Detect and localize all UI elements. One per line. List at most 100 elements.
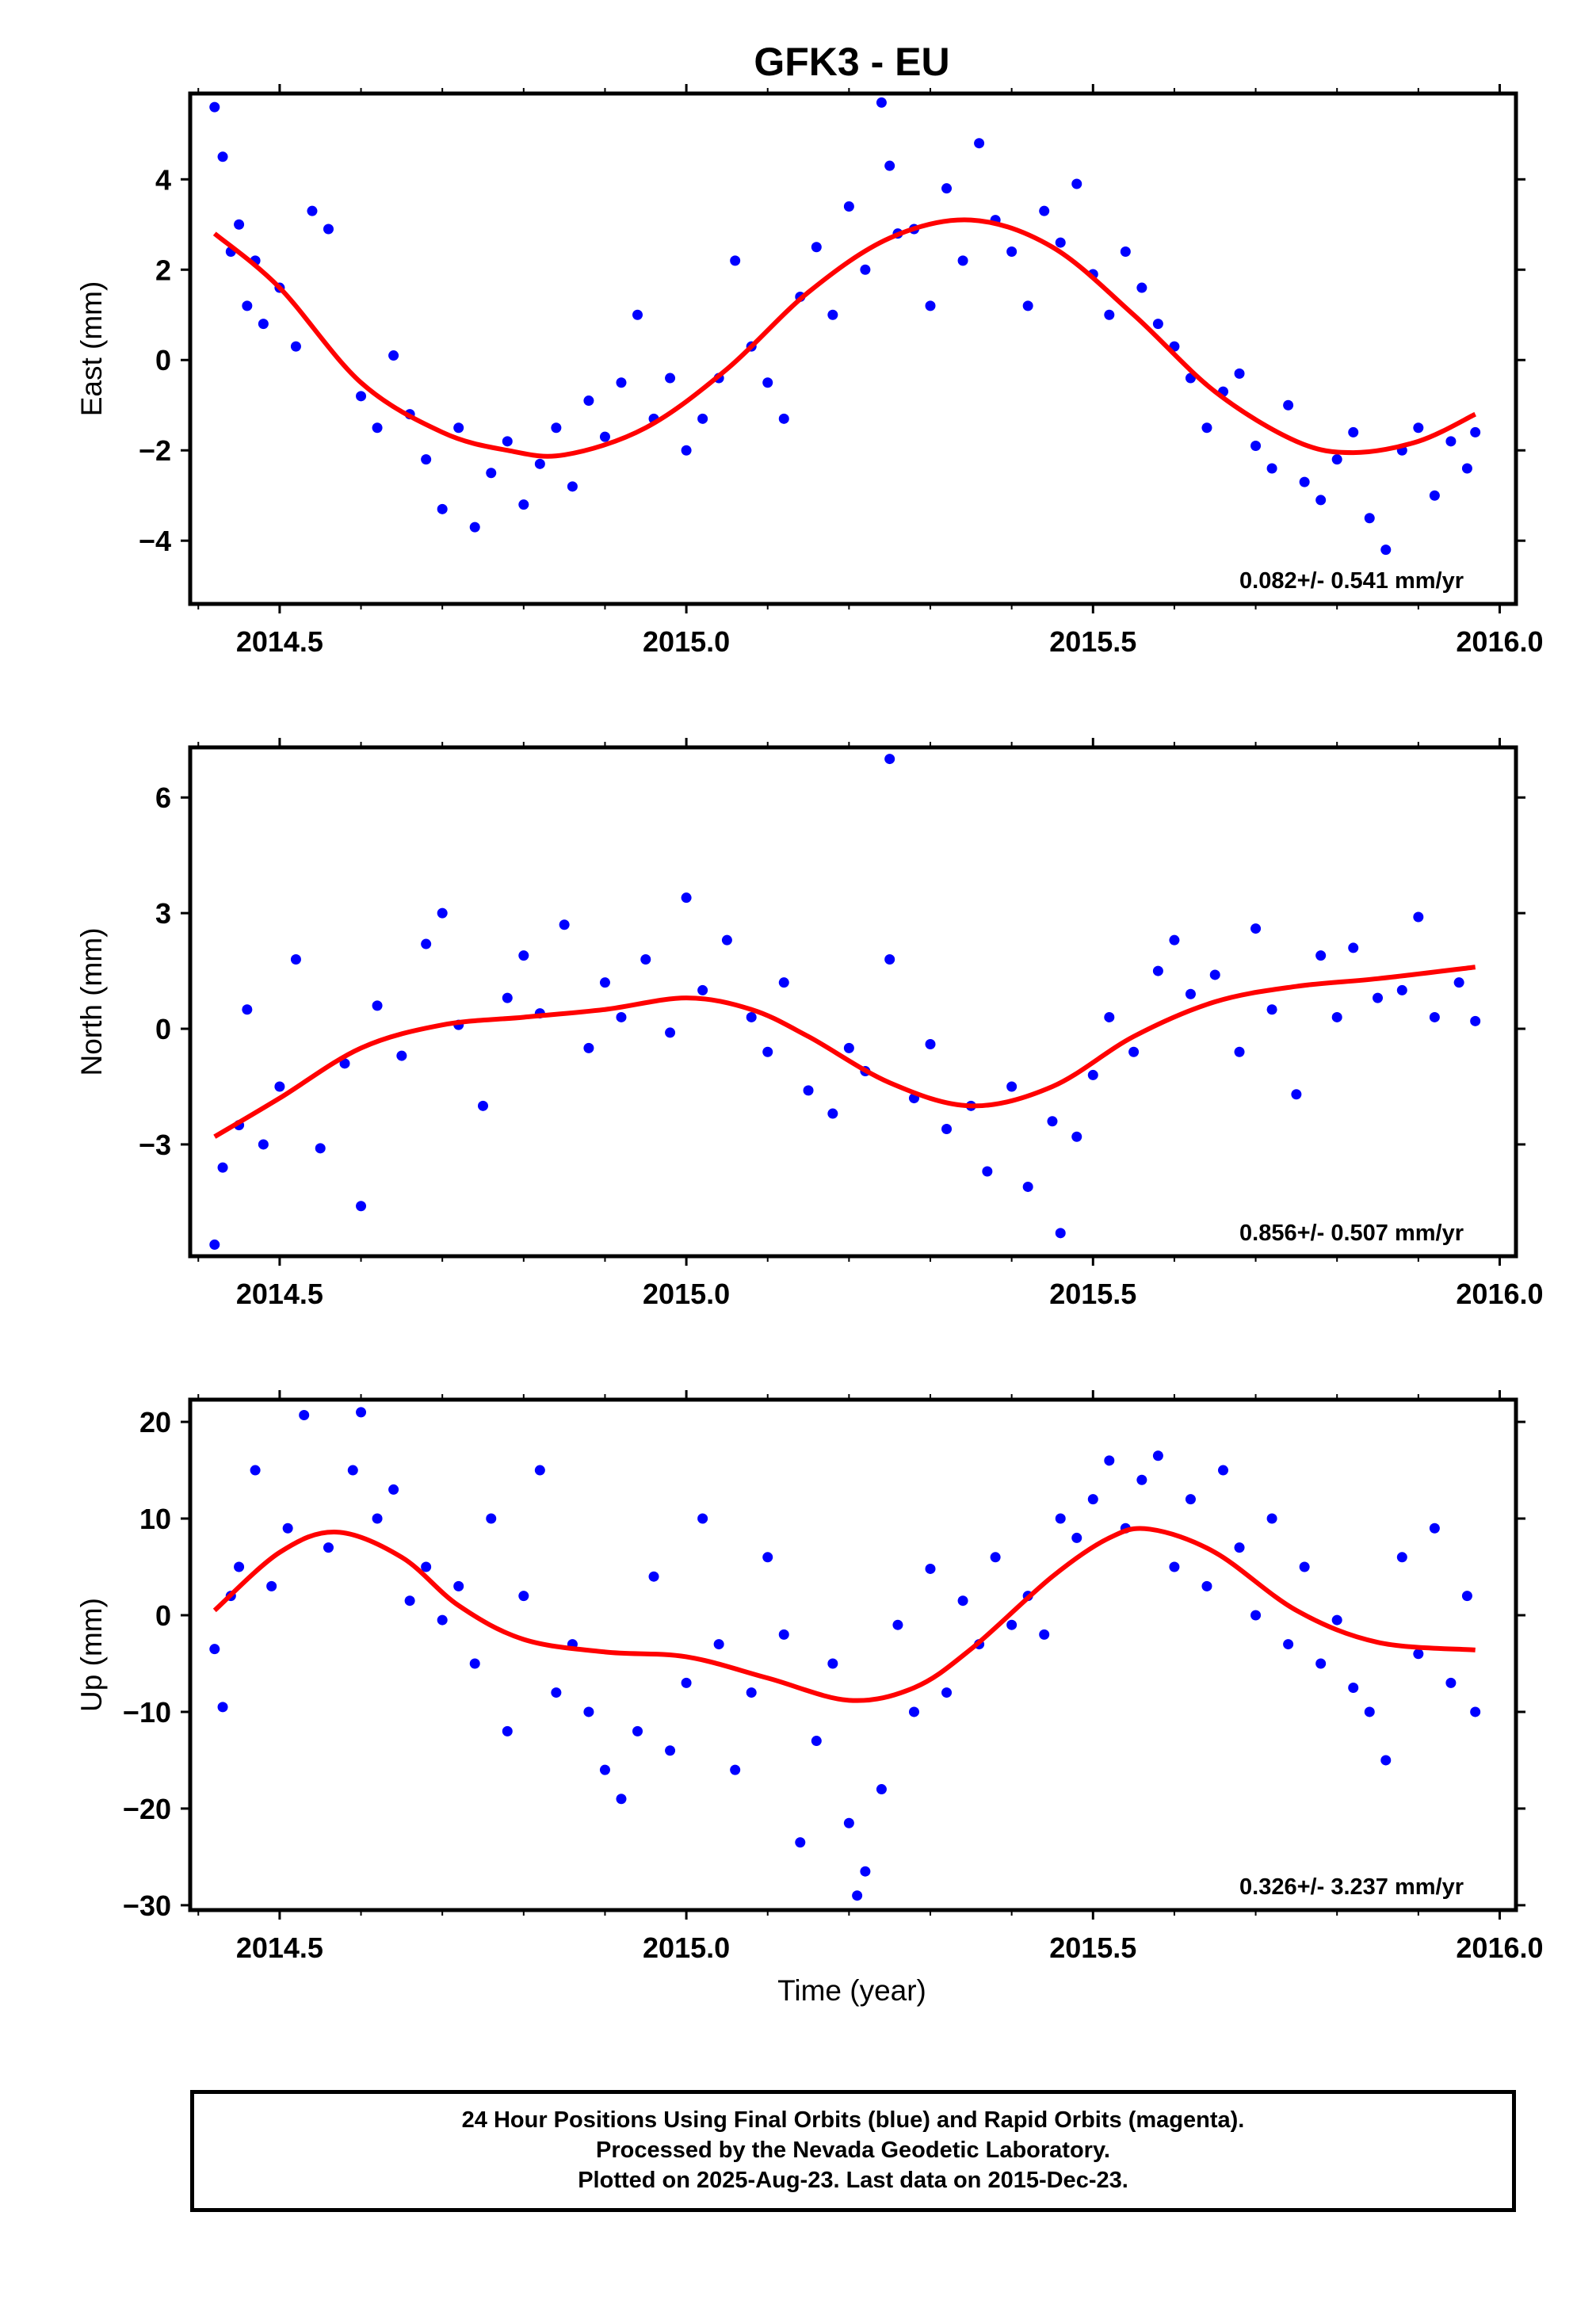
footer-line-1: 24 Hour Positions Using Final Orbits (bl… [461,2107,1245,2133]
data-point [884,754,895,765]
data-point [1071,1131,1082,1142]
rate-label: 0.856+/- 0.507 mm/yr [1239,1221,1464,1246]
data-point [372,1513,383,1524]
data-point [518,950,529,961]
data-point [559,919,570,930]
panel-3: 2014.5 2015.0 2015.5 2016.0 −30 −20 −10 0 10 20 Up… [75,1390,1544,1964]
data-point [551,1687,562,1698]
data-point [843,201,854,212]
data-point [258,1139,269,1150]
rate-label: 0.082+/- 0.541 mm/yr [1239,568,1464,594]
y-tick-label: −2 [139,434,171,467]
data-point [648,1571,659,1582]
data-point [876,97,887,108]
data-point [1413,1649,1424,1660]
data-point [1429,1523,1440,1534]
data-point [1299,1561,1310,1572]
data-point [632,1725,643,1736]
data-point [1104,1455,1115,1466]
data-point [616,1794,627,1805]
data-point [697,984,708,995]
data-point [778,1629,789,1640]
data-point [1470,1015,1481,1026]
data-point [1283,399,1294,411]
data-point [1445,1677,1457,1688]
plot-frame [188,91,1518,606]
data-point [1234,1046,1245,1057]
data-point [1266,1513,1277,1524]
x-tick-label: 2016.0 [1456,1278,1543,1310]
data-point [551,422,562,434]
data-point [925,300,936,311]
plot-frame [188,1397,1518,1912]
data-point [616,377,627,388]
data-point [762,1552,773,1563]
data-point [1413,422,1424,434]
x-tick-label: 2014.5 [236,625,323,658]
data-point [1396,1552,1407,1563]
fit-curve [213,965,1476,1139]
data-point [1380,544,1392,556]
data-point [437,1614,448,1626]
data-point [982,1166,993,1177]
data-point [1291,1089,1302,1100]
data-point [404,1595,415,1607]
data-point [1185,988,1196,999]
data-point [778,413,789,424]
y-tick-label: −4 [139,525,171,557]
data-point [665,373,676,384]
data-point [1136,1474,1147,1485]
data-point [697,413,708,424]
data-point [599,977,610,988]
data-point [1396,984,1407,995]
y-tick-label: −3 [139,1129,171,1161]
y-tick-label: 0 [155,1599,171,1632]
x-tick-label: 2015.5 [1049,625,1136,658]
data-point [1104,309,1115,320]
data-point [356,391,367,402]
data-point [1331,1614,1342,1626]
data-point [1348,942,1359,953]
data-point [266,1580,277,1591]
data-point [616,1011,627,1022]
data-point [217,1702,228,1713]
data-point [307,205,318,216]
data-point [908,1706,919,1717]
data-point [827,309,838,320]
data-point [681,892,692,904]
plot-frame [188,745,1518,1259]
data-point [852,1890,863,1901]
data-point [1266,463,1277,474]
data-point [1022,1181,1033,1192]
x-tick-label: 2014.5 [236,1278,323,1310]
data-point [884,160,895,171]
data-point [1152,319,1163,330]
data-point [795,1837,806,1848]
y-tick-label: 3 [155,897,171,930]
data-point [1348,1682,1359,1693]
data-point [1234,368,1245,379]
data-point [974,138,985,149]
data-point [892,1619,903,1630]
data-point [1006,1619,1018,1630]
data-point [762,1046,773,1057]
x-tick-label: 2015.0 [643,1931,730,1964]
footer-line-2: Processed by the Nevada Geodetic Laborat… [596,2138,1110,2163]
data-point [990,1552,1001,1563]
data-point [323,224,334,235]
chart-title: GFK3 - EU [754,40,949,84]
data-point [1055,237,1066,248]
data-point [876,1784,887,1795]
data-point [518,499,529,510]
data-point [217,1162,228,1173]
data-point [421,1561,432,1572]
data-point [290,341,301,352]
x-tick-label: 2014.5 [236,1931,323,1964]
data-point [290,954,301,965]
data-point [1299,476,1310,487]
data-point [534,458,545,469]
data-point [209,101,220,113]
data-point [1152,1450,1163,1461]
data-point [356,1201,367,1212]
data-point [941,183,953,194]
